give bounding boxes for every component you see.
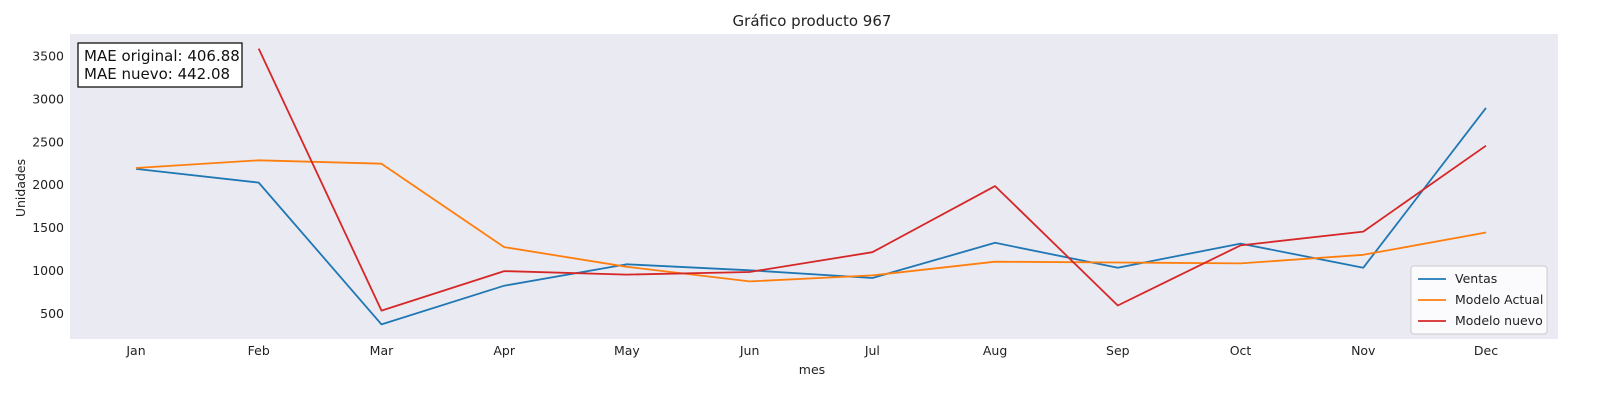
y-tick-label: 2500: [32, 134, 64, 149]
y-axis: 500 1000 1500 2000 2500 3000 3500: [32, 48, 64, 321]
y-tick-label: 2000: [32, 177, 64, 192]
series-layer: [135, 48, 1487, 326]
x-tick-label: Aug: [983, 343, 1007, 358]
x-axis: Jan Feb Mar Apr May Jun Jul Aug Sep Oct Nov Dec: [125, 343, 1498, 358]
x-tick-label: Feb: [248, 343, 270, 358]
mae-annotation-frame: [77, 42, 243, 88]
y-tick-label: 3000: [32, 91, 64, 106]
x-tick-label: May: [614, 343, 640, 358]
y-tick-label: 3500: [32, 48, 64, 63]
plot-area: [70, 34, 1558, 339]
x-axis-label: mes: [799, 362, 825, 377]
series-line-ventas: [135, 107, 1487, 326]
y-axis-label: Unidades: [13, 159, 28, 217]
legend-label: Ventas: [1455, 271, 1497, 286]
chart-title: Gráfico producto 967: [733, 12, 892, 30]
y-tick-label: 500: [40, 306, 64, 321]
series-line-modelo-nuevo: [257, 48, 1487, 312]
x-tick-label: Oct: [1230, 343, 1252, 358]
legend: Ventas Modelo Actual Modelo nuevo: [1410, 265, 1548, 335]
x-tick-label: Sep: [1106, 343, 1130, 358]
legend-frame: [1410, 265, 1548, 335]
x-tick-label: Apr: [493, 343, 515, 358]
x-tick-label: Jun: [739, 343, 760, 358]
x-tick-label: Nov: [1351, 343, 1376, 358]
mae-annotation: MAE original: 406.88 MAE nuevo: 442.08: [77, 42, 243, 88]
x-tick-label: Mar: [370, 343, 394, 358]
legend-label: Modelo nuevo: [1455, 313, 1543, 328]
y-tick-label: 1000: [32, 263, 64, 278]
legend-label: Modelo Actual: [1455, 292, 1543, 307]
mae-original-text: MAE original: 406.88: [84, 47, 240, 65]
x-tick-label: Jul: [864, 343, 880, 358]
series-line-modelo-actual: [135, 159, 1487, 283]
x-tick-label: Dec: [1474, 343, 1498, 358]
y-tick-label: 1500: [32, 220, 64, 235]
mae-nuevo-text: MAE nuevo: 442.08: [84, 65, 230, 83]
x-tick-label: Jan: [125, 343, 145, 358]
